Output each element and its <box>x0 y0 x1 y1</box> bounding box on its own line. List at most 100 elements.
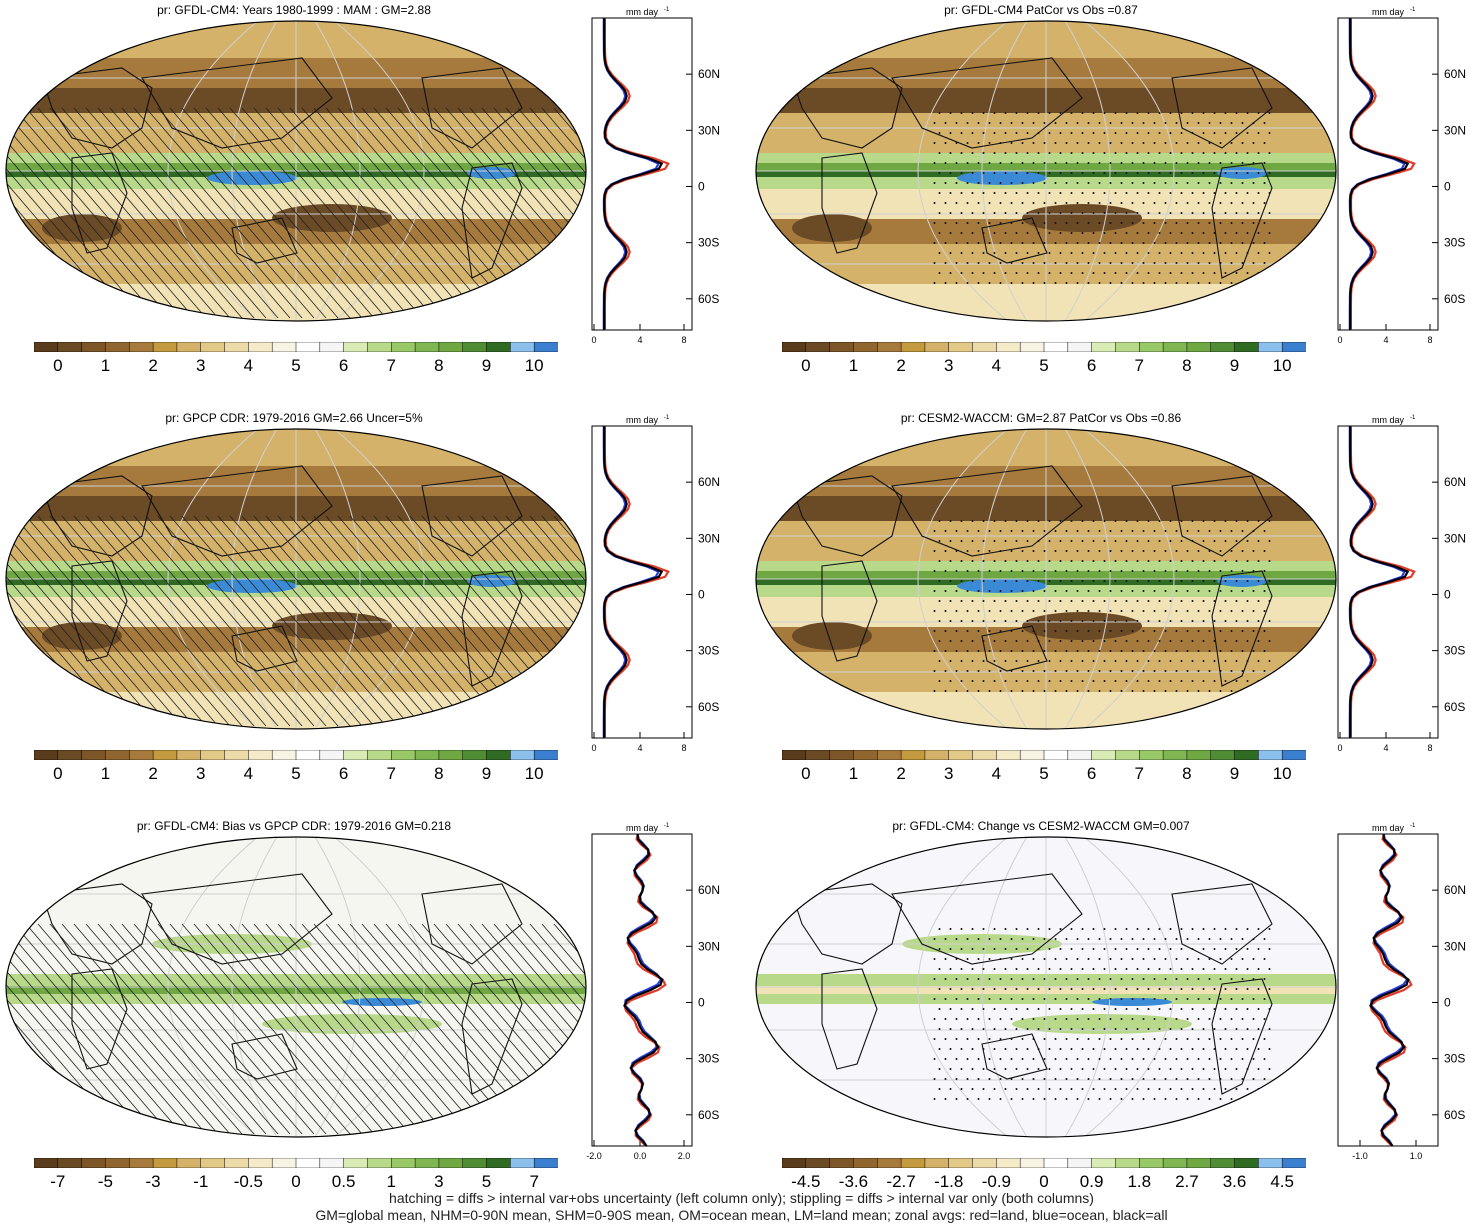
color-scale-box <box>57 342 83 352</box>
stipple-dot <box>1037 620 1040 622</box>
stipple-dot <box>1070 968 1073 970</box>
color-scale-box <box>224 750 250 760</box>
color-scale-bar <box>782 1158 1306 1168</box>
color-scale-box <box>948 1158 974 1168</box>
stipple-dot <box>1037 948 1040 950</box>
stipple-dot <box>1235 1048 1238 1050</box>
continent-outline <box>141 57 333 149</box>
stipple-dot <box>1015 212 1018 214</box>
stipple-dot <box>1015 580 1018 582</box>
stipple-dot <box>949 560 952 562</box>
world-map <box>5 428 587 730</box>
stipple-dot <box>1120 162 1123 164</box>
stipple-dot <box>1169 948 1172 950</box>
stipple-dot <box>1010 122 1013 124</box>
stipple-dot <box>1230 610 1233 612</box>
stipple-dot <box>1125 252 1128 254</box>
stipple-dot <box>988 1078 991 1080</box>
stipple-dot <box>982 560 985 562</box>
stipple-dot <box>1037 1088 1040 1090</box>
stipple-dot <box>966 282 969 284</box>
stipple-dot <box>1202 540 1205 542</box>
stipple-dot <box>1213 640 1216 642</box>
stipple-dot <box>1186 142 1189 144</box>
stipple-dot <box>1081 620 1084 622</box>
hatch-line <box>301 923 483 1135</box>
stipple-dot <box>1032 1078 1035 1080</box>
stipple-dot <box>1263 570 1266 572</box>
stipple-dot <box>1114 132 1117 134</box>
stipple-dot <box>999 1018 1002 1020</box>
stipple-dot <box>1164 610 1167 612</box>
stipple-dot <box>1169 1088 1172 1090</box>
stipple-dot <box>977 978 980 980</box>
stipple-dot <box>1252 570 1255 572</box>
stipple-dot <box>1114 152 1117 154</box>
color-scale-box <box>152 1158 178 1168</box>
stipple-dot <box>977 590 980 592</box>
stipple-dot <box>999 1098 1002 1100</box>
footer-note-1: hatching = diffs > internal var+obs unce… <box>389 1190 1094 1206</box>
stipple-dot <box>1004 1068 1007 1070</box>
stipple-dot <box>1087 1038 1090 1040</box>
stipple-dot <box>1087 550 1090 552</box>
stipple-dot <box>1213 1048 1216 1050</box>
color-scale-box <box>1139 342 1164 352</box>
stipple-dot <box>1197 590 1200 592</box>
stipple-dot <box>1120 590 1123 592</box>
stipple-dot <box>944 182 947 184</box>
stipple-dot <box>971 212 974 214</box>
stipple-dot <box>1169 988 1172 990</box>
stipple-dot <box>1142 262 1145 264</box>
stipple-dot <box>1186 590 1189 592</box>
stipple-dot <box>1021 650 1024 652</box>
stipple-dot <box>1087 282 1090 284</box>
stipple-dot <box>955 282 958 284</box>
stipple-dot <box>1010 222 1013 224</box>
stipple-dot <box>1120 610 1123 612</box>
graticule-line <box>917 429 1009 729</box>
stipple-dot <box>1164 202 1167 204</box>
stipple-dot <box>1224 1068 1227 1070</box>
hatch-line <box>61 515 243 727</box>
hatch-line <box>457 515 586 727</box>
color-scale-box <box>1067 342 1093 352</box>
stipple-dot <box>1131 1058 1134 1060</box>
graticule-line <box>314 21 361 321</box>
stipple-dot <box>1010 570 1013 572</box>
graticule-line <box>167 837 259 1137</box>
color-scale-box <box>57 1158 83 1168</box>
stipple-dot <box>1268 540 1271 542</box>
stipple-dot <box>1131 1018 1134 1020</box>
stipple-dot <box>1197 182 1200 184</box>
stipple-dot <box>1158 928 1161 930</box>
stipple-dot <box>1070 252 1073 254</box>
stipple-dot <box>1191 580 1194 582</box>
stipple-dot <box>1230 650 1233 652</box>
color-scale-box <box>129 750 154 760</box>
map-border <box>5 428 587 730</box>
stipple-dot <box>1015 1088 1018 1090</box>
stipple-dot <box>1191 1028 1194 1030</box>
stipple-dot <box>993 928 996 930</box>
stipple-dot <box>999 162 1002 164</box>
stipple-dot <box>1004 680 1007 682</box>
stipple-dot <box>938 272 941 274</box>
stipple-dot <box>971 1048 974 1050</box>
stipple-dot <box>1004 580 1007 582</box>
stipple-dot <box>1219 650 1222 652</box>
color-scale-label: 0 <box>801 764 811 783</box>
stipple-dot <box>971 272 974 274</box>
map-wet-region <box>207 579 297 593</box>
color-scale-bar <box>782 750 1306 760</box>
stipple-dot <box>1043 182 1046 184</box>
stipple-dot <box>933 650 936 652</box>
stipple-dot <box>1246 580 1249 582</box>
stipple-dot <box>1169 152 1172 154</box>
stipple-dot <box>1180 252 1183 254</box>
stipple-dot <box>1252 162 1255 164</box>
stipple-dot <box>1098 242 1101 244</box>
hatch-line <box>49 923 231 1135</box>
stipple-dot <box>1263 1098 1266 1100</box>
stipple-dot <box>1230 590 1233 592</box>
